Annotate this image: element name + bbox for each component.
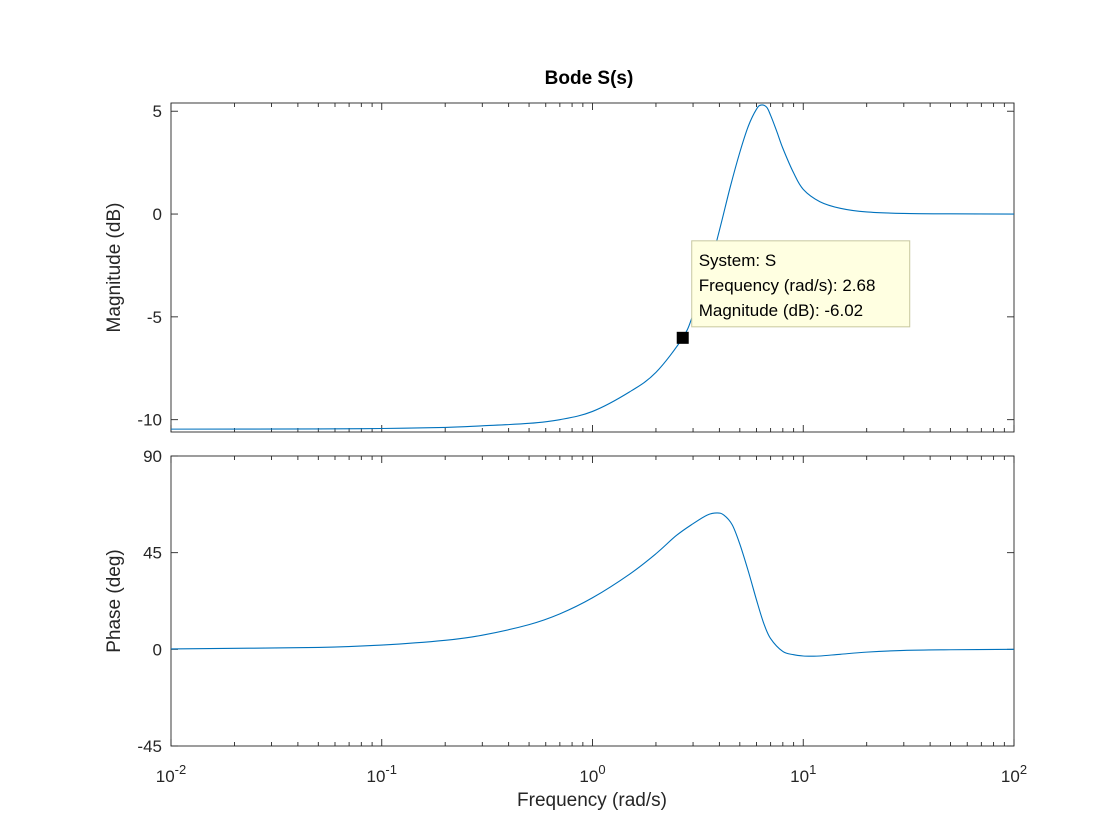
magnitude-y-tick-label: 5 — [153, 102, 162, 121]
magnitude-y-tick-label: 0 — [153, 205, 162, 224]
x-tick-label: 101 — [790, 762, 816, 786]
magnitude-y-tick-label: -10 — [137, 411, 162, 430]
datatip-marker[interactable] — [676, 331, 689, 344]
phase-y-tick-label: 45 — [143, 544, 162, 563]
x-axis-label: Frequency (rad/s) — [517, 790, 667, 811]
phase-ticks: 90 45 0 -45 — [137, 447, 1015, 756]
x-tick-label: 102 — [1001, 762, 1027, 786]
datatip[interactable]: System: S Frequency (rad/s): 2.68 Magnit… — [676, 240, 911, 344]
phase-y-tick-label: -45 — [137, 737, 162, 756]
phase-y-axis-label: Phase (deg) — [104, 549, 125, 653]
magnitude-y-axis-label: Magnitude (dB) — [104, 203, 125, 333]
x-tick-label: 10-1 — [367, 762, 397, 786]
x-tick-labels: 10-2 10-1 100 101 102 — [156, 762, 1027, 786]
datatip-frequency-label: Frequency (rad/s): 2.68 — [699, 276, 876, 295]
x-tick-label: 100 — [579, 762, 605, 786]
chart-title: Bode S(s) — [545, 68, 634, 89]
phase-plot-area — [170, 455, 1015, 747]
datatip-box[interactable] — [691, 240, 911, 328]
magnitude-series-line — [170, 104, 1015, 430]
datatip-magnitude-label: Magnitude (dB): -6.02 — [699, 301, 863, 320]
phase-y-tick-label: 0 — [153, 640, 162, 659]
phase-axes[interactable]: 90 45 0 -45 Phase (deg) — [104, 447, 1015, 756]
datatip-system-label: System: S — [699, 251, 776, 270]
magnitude-y-tick-label: -5 — [147, 308, 162, 327]
phase-y-tick-label: 90 — [143, 447, 162, 466]
phase-series-line — [170, 512, 1015, 657]
x-tick-label: 10-2 — [156, 762, 186, 786]
